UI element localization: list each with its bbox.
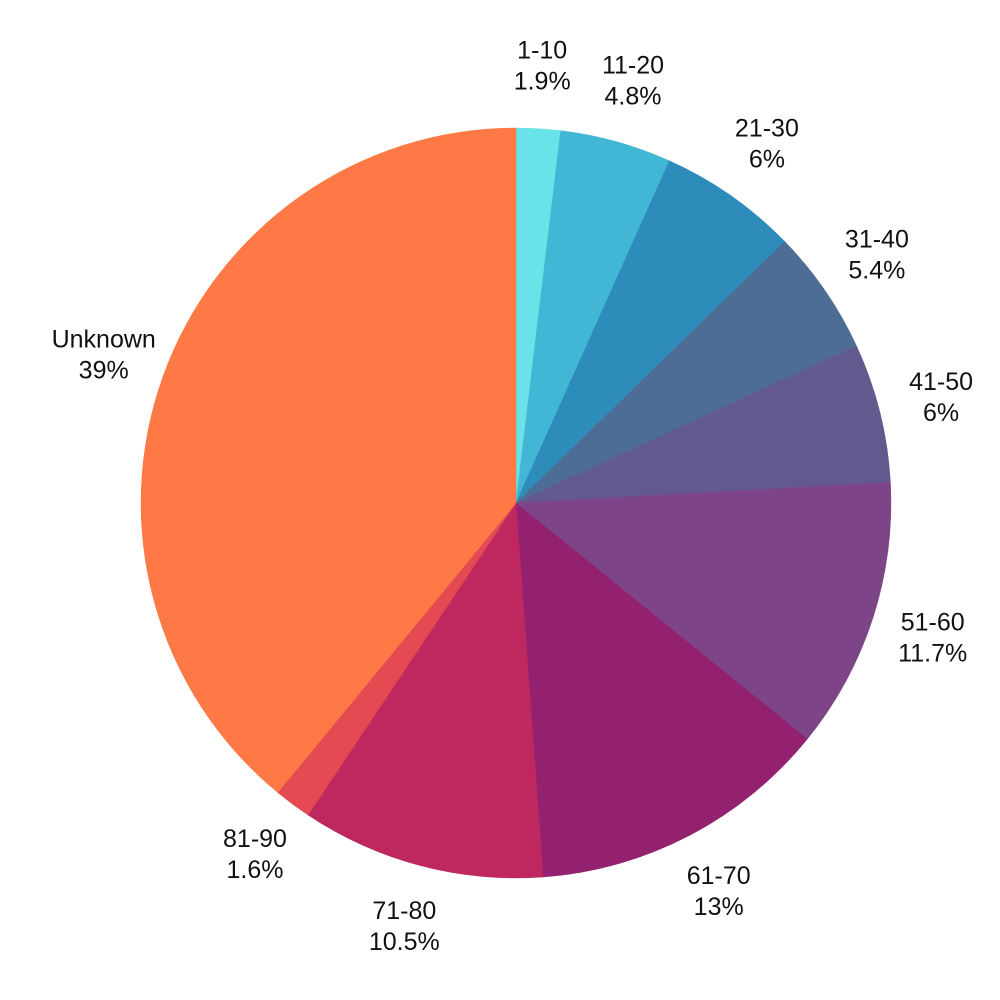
slice-category-label: 61-70 [687, 862, 751, 890]
pie-slice-51-60 [515, 482, 892, 740]
slice-category-label: 81-90 [223, 825, 287, 853]
slice-value-label: 4.8% [605, 82, 662, 110]
slice-label-21-30: 21-30 6% [735, 115, 799, 174]
slice-category-label: 31-40 [845, 225, 909, 253]
slice-value-label: 11.7% [898, 639, 967, 667]
pie-slice-61-70 [515, 502, 808, 878]
slice-value-label: 1.6% [227, 856, 284, 884]
slice-category-label: 21-30 [735, 115, 799, 143]
pie-slice-41-50 [515, 345, 891, 504]
slice-label-51-60: 51-60 11.7% [898, 608, 967, 667]
pie-labels: 1-10 1.9% 11-20 4.8% 21-30 6% 31-40 5.4% 41-50 6%… [52, 36, 973, 956]
slice-category-label: 71-80 [372, 897, 436, 925]
pie-slice-21-30 [515, 160, 786, 504]
slice-label-71-80: 71-80 10.5% [369, 897, 440, 956]
pie-slice-71-80 [307, 502, 544, 879]
slice-category-label: 41-50 [909, 368, 973, 396]
slice-label-unknown: Unknown 39% [52, 326, 156, 385]
slice-category-label: 11-20 [602, 51, 664, 79]
slice-value-label: 13% [694, 893, 744, 921]
slice-value-label: 10.5% [369, 928, 440, 956]
pie-slices [140, 127, 892, 879]
slice-value-label: 1.9% [514, 67, 571, 95]
slice-value-label: 5.4% [848, 256, 905, 284]
slice-label-1-10: 1-10 1.9% [514, 36, 571, 95]
pie-slice-unknown [140, 127, 517, 793]
slice-label-31-40: 31-40 5.4% [845, 225, 909, 284]
slice-category-label: 51-60 [901, 608, 965, 636]
slice-category-label: 1-10 [517, 36, 567, 64]
slice-label-41-50: 41-50 6% [909, 368, 973, 427]
slice-label-61-70: 61-70 13% [687, 862, 751, 921]
slice-category-label: Unknown [52, 326, 156, 354]
slice-value-label: 6% [749, 146, 785, 174]
slice-label-81-90: 81-90 1.6% [223, 825, 287, 884]
slice-value-label: 6% [923, 399, 959, 427]
slice-label-11-20: 11-20 4.8% [602, 51, 664, 110]
slice-value-label: 39% [79, 357, 129, 385]
